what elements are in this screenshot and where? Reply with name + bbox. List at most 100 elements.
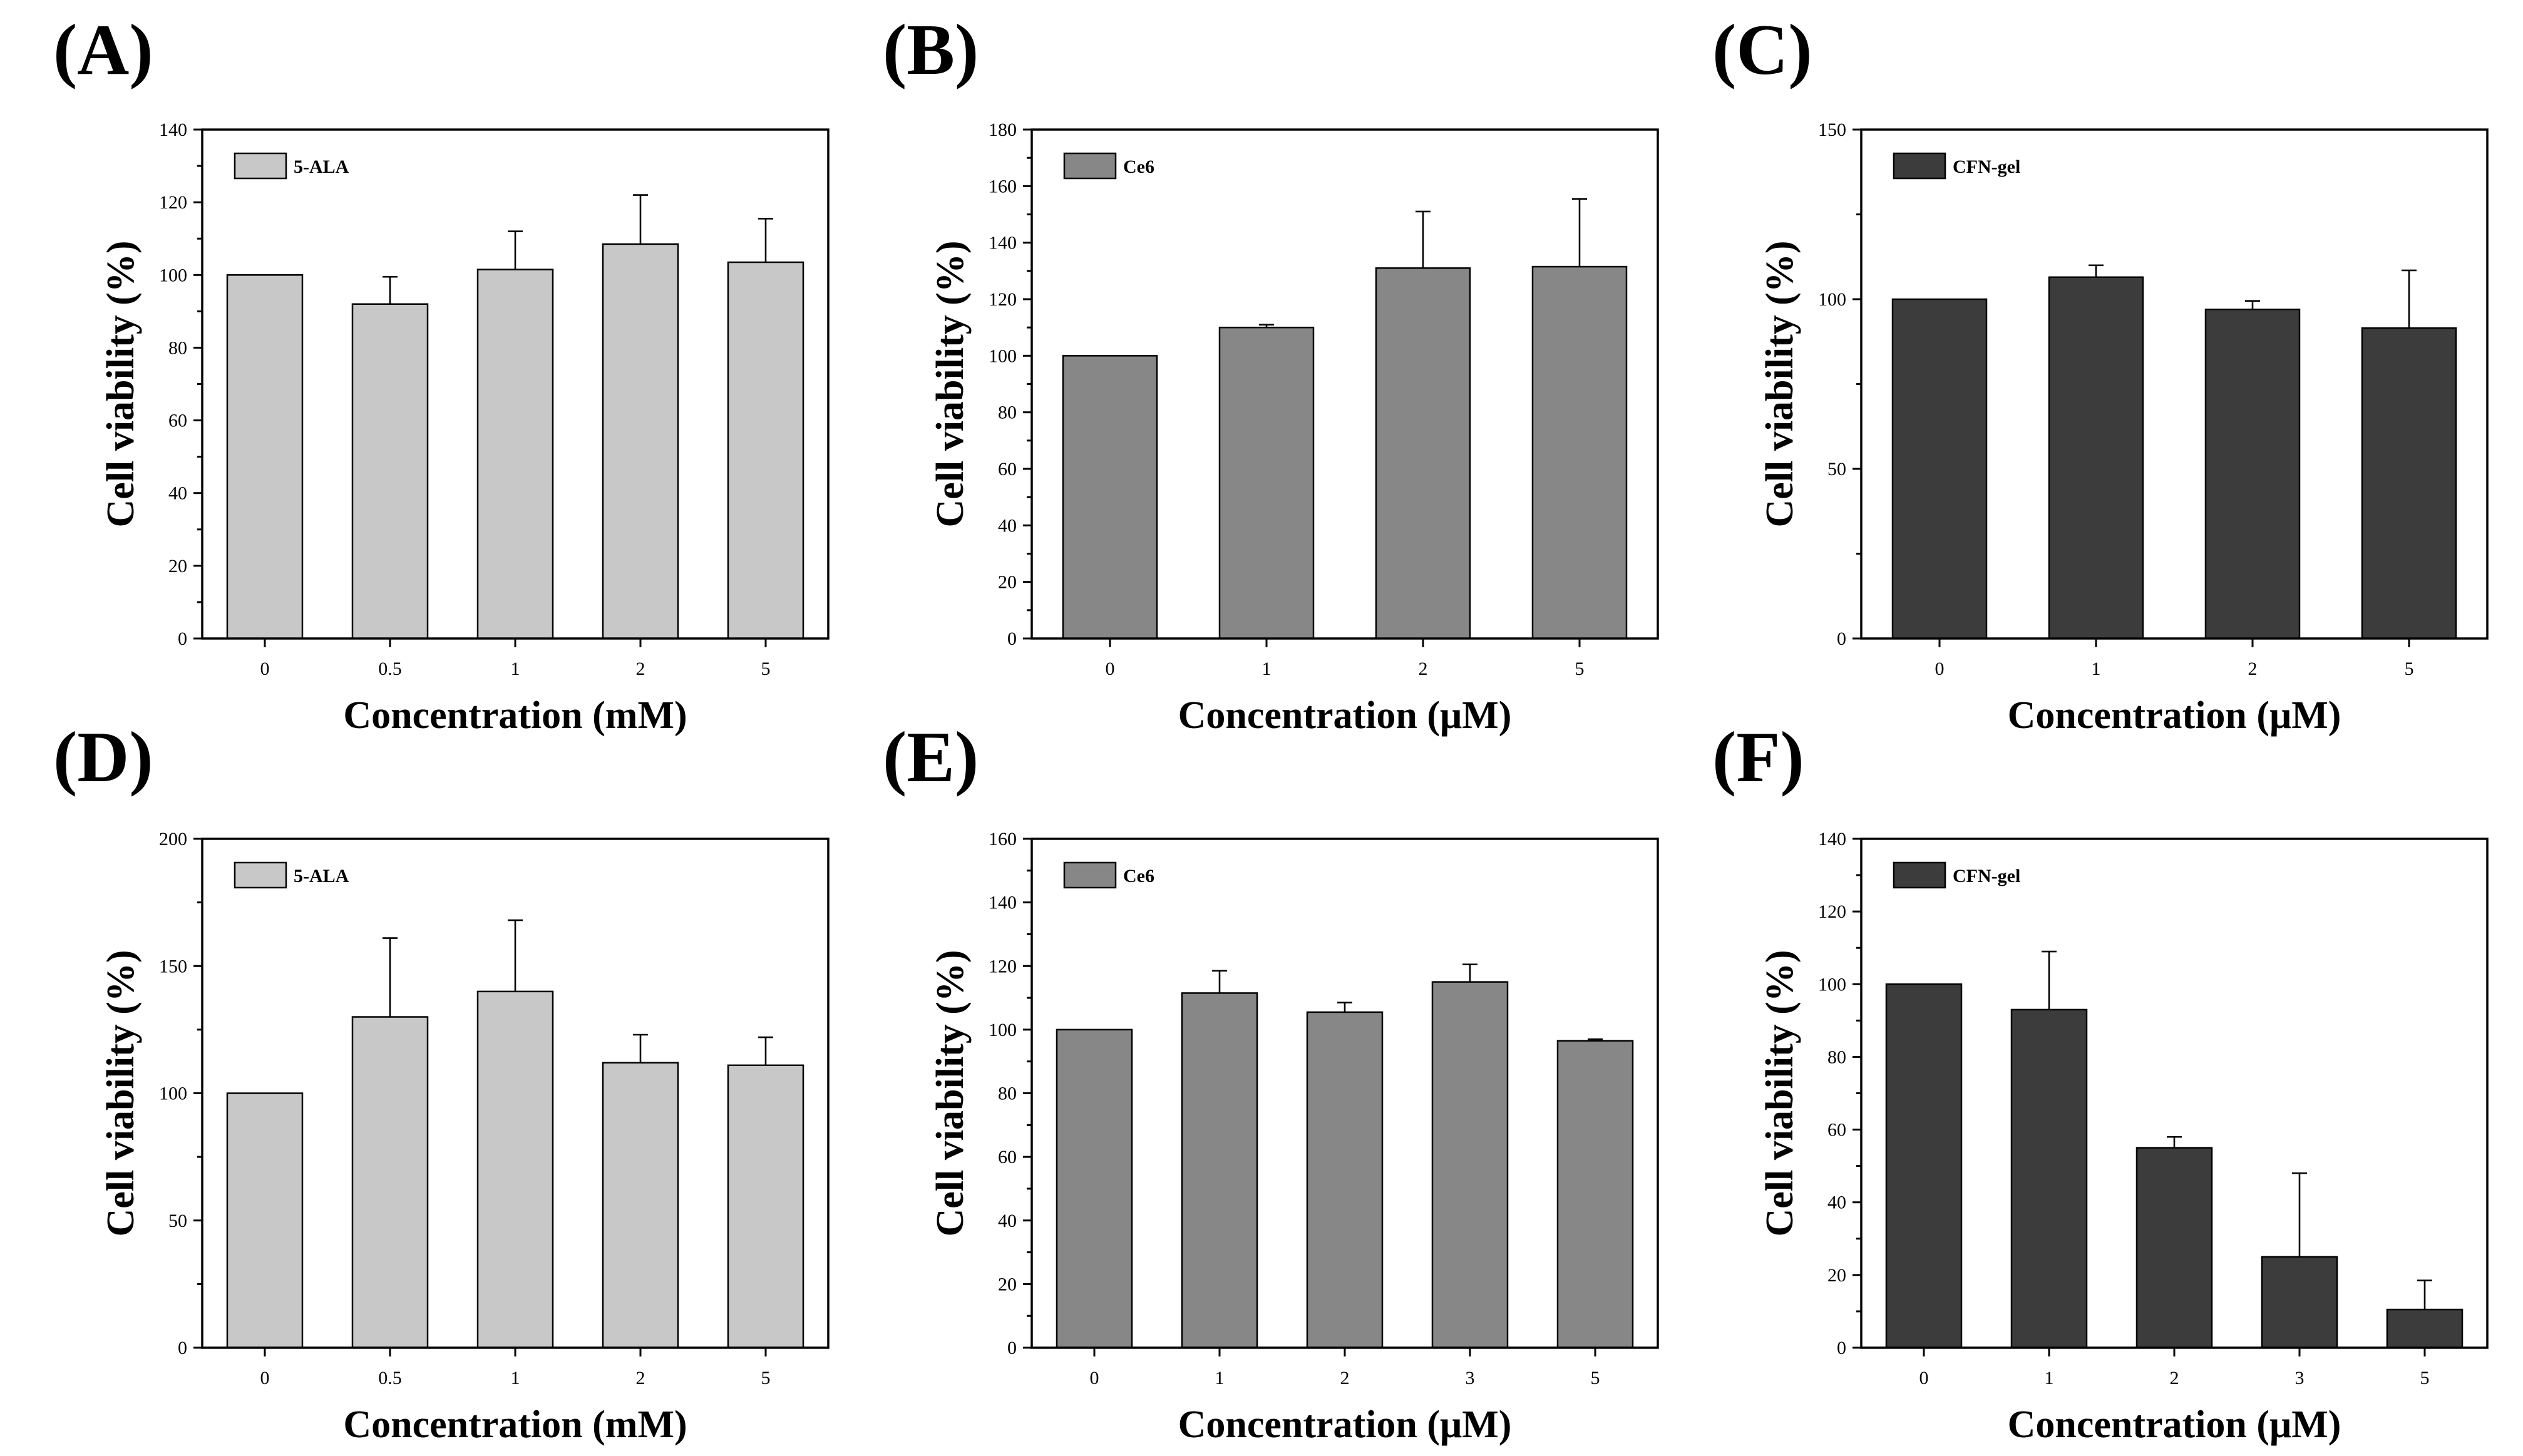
legend-swatch-f: [1893, 861, 1946, 889]
plot-frame-c: [1860, 128, 2489, 640]
chart-d: 0 50 100 150 200 0 0.5 1 2 5 5-ALA Concentration (m…: [100, 829, 830, 1446]
y-tick-label-a: 40: [168, 483, 187, 504]
bar-a: [351, 303, 429, 640]
y-tick-label-b: 20: [998, 572, 1017, 593]
x-tick-label-e: 2: [1340, 1368, 1350, 1388]
x-axis-title-a: Concentration (mM): [343, 694, 687, 737]
legend-swatch-e: [1063, 861, 1117, 889]
x-tick-label-f: 3: [2295, 1368, 2305, 1388]
y-axis-title-c: Cell viability (%): [1759, 240, 1801, 527]
y-tick-label-d: 100: [159, 1084, 187, 1104]
x-axis-title-b: Concentration (μM): [1178, 694, 1512, 737]
plot-frame-b: [1030, 128, 1659, 640]
y-tick-label-d: 50: [168, 1211, 187, 1231]
legend-label-c: CFN-gel: [1953, 156, 2020, 177]
y-tick-label-c: 0: [1837, 628, 1846, 649]
bar-c: [2361, 327, 2457, 640]
x-tick-label-a: 0: [260, 659, 270, 679]
plot-frame-f: [1860, 838, 2489, 1349]
x-tick-label-f: 2: [2170, 1368, 2179, 1388]
y-tick-label-f: 100: [1818, 974, 1846, 995]
y-axis-title-e: Cell viability (%): [929, 950, 972, 1236]
panel-label-d: (D): [53, 717, 153, 797]
bar-e: [1056, 1028, 1133, 1349]
x-axis-title-c: Concentration (μM): [2008, 694, 2341, 737]
x-tick-label-d: 0: [260, 1368, 270, 1388]
legend-label-b: Ce6: [1123, 156, 1154, 177]
bar-b: [1531, 265, 1628, 640]
y-tick-label-e: 100: [989, 1020, 1017, 1040]
bar-e: [1556, 1040, 1634, 1349]
bar-f: [1885, 983, 1963, 1349]
legend-swatch-c: [1893, 152, 1946, 180]
legend-label-f: CFN-gel: [1953, 866, 2020, 886]
x-tick-label-d: 5: [761, 1368, 771, 1388]
x-tick-label-a: 1: [511, 659, 520, 679]
y-tick-label-d: 0: [178, 1338, 187, 1358]
chart-f: 0 20 40 60 80 100 120 140 0 1 2 3 5 CFN-gel Concentrat…: [1759, 829, 2489, 1446]
bar-b: [1218, 326, 1315, 640]
y-tick-label-f: 80: [1827, 1047, 1846, 1067]
bar-a: [727, 261, 804, 640]
bar-d: [476, 990, 554, 1349]
panel-label-e: (E): [883, 717, 979, 797]
y-tick-label-a: 20: [168, 556, 187, 577]
legend-swatch-b: [1063, 152, 1117, 180]
plot-frame-d: [201, 838, 830, 1349]
bar-e: [1181, 992, 1258, 1349]
x-tick-label-d: 1: [511, 1368, 520, 1388]
bar-b: [1375, 267, 1471, 640]
bar-d: [351, 1016, 429, 1349]
y-tick-label-f: 60: [1827, 1120, 1846, 1141]
y-tick-label-f: 140: [1818, 829, 1846, 849]
x-tick-label-a: 5: [761, 659, 771, 679]
y-tick-label-f: 120: [1818, 901, 1846, 922]
x-tick-label-e: 0: [1090, 1368, 1099, 1388]
y-tick-label-a: 120: [159, 192, 187, 213]
y-tick-label-f: 20: [1827, 1265, 1846, 1286]
x-tick-label-a: 2: [636, 659, 645, 679]
y-tick-label-f: 40: [1827, 1192, 1846, 1213]
y-tick-label-a: 100: [159, 265, 187, 285]
x-tick-label-c: 0: [1935, 659, 1945, 679]
x-tick-label-e: 5: [1591, 1368, 1600, 1388]
y-tick-label-b: 40: [998, 515, 1017, 536]
x-tick-label-d: 0.5: [378, 1368, 402, 1388]
x-axis-title-f: Concentration (μM): [2008, 1403, 2341, 1446]
bar-d: [226, 1092, 304, 1349]
chart-b: 0 20 40 60 80 100 120 140 160 180 0 1 2 5 Ce6 Concentra…: [929, 120, 1659, 737]
x-tick-label-c: 1: [2092, 659, 2101, 679]
x-tick-label-b: 5: [1575, 659, 1585, 679]
y-axis-title-a: Cell viability (%): [100, 240, 142, 527]
y-tick-label-a: 0: [178, 628, 187, 649]
bar-e: [1306, 1011, 1384, 1349]
legend-label-a: 5-ALA: [294, 156, 349, 177]
y-tick-label-b: 180: [989, 120, 1017, 140]
x-tick-label-b: 1: [1262, 659, 1272, 679]
x-tick-label-e: 1: [1215, 1368, 1225, 1388]
bar-d: [727, 1064, 804, 1349]
chart-c: 0 50 100 150 0 1 2 5 CFN-gel Concentration (μM) Ce…: [1759, 120, 2489, 737]
legend-swatch-d: [234, 861, 287, 889]
panel-label-f: (F): [1712, 717, 1804, 797]
y-tick-label-c: 150: [1818, 120, 1846, 140]
x-axis-title-d: Concentration (mM): [343, 1403, 687, 1446]
y-axis-title-d: Cell viability (%): [100, 950, 142, 1236]
bar-b: [1062, 355, 1158, 640]
y-tick-label-f: 0: [1837, 1338, 1846, 1358]
x-tick-label-b: 0: [1106, 659, 1115, 679]
bar-a: [476, 269, 554, 640]
bar-f: [2010, 1008, 2088, 1349]
y-tick-label-c: 50: [1827, 459, 1846, 479]
y-tick-label-e: 120: [989, 956, 1017, 977]
y-axis-title-f: Cell viability (%): [1759, 950, 1801, 1236]
bar-e: [1431, 981, 1509, 1349]
y-tick-label-e: 80: [998, 1084, 1017, 1104]
y-tick-label-d: 200: [159, 829, 187, 849]
bar-c: [2048, 276, 2144, 640]
y-axis-title-b: Cell viability (%): [929, 240, 972, 527]
legend-label-d: 5-ALA: [294, 866, 349, 886]
x-tick-label-b: 2: [1419, 659, 1428, 679]
